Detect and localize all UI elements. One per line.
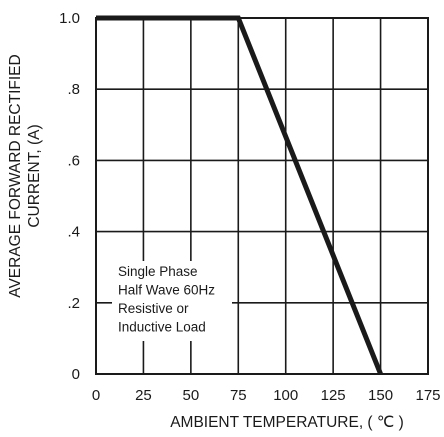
derating-curve: [96, 15, 383, 375]
x-tick-label: 125: [321, 387, 346, 404]
x-tick-label: 0: [92, 387, 100, 404]
y-tick-labels: 0 .2 .4 .6 .8 1.0: [59, 10, 80, 383]
x-axis-title: AMBIENT TEMPERATURE, ( ℃ ): [170, 414, 404, 431]
y-tick-label: .6: [67, 152, 80, 169]
annotation-box: [112, 261, 232, 341]
y-axis-title-line: AVERAGE FORWARD RECTIFIED: [7, 54, 24, 297]
y-tick-label: 1.0: [59, 10, 80, 27]
y-tick-label: .2: [67, 295, 80, 312]
y-axis-title-line: CURRENT, (A): [26, 124, 43, 227]
y-tick-label: .8: [67, 81, 80, 98]
x-tick-label: 25: [135, 387, 152, 404]
series-lines: [96, 15, 383, 375]
y-tick-label: 0: [72, 366, 80, 383]
x-tick-label: 150: [368, 387, 393, 404]
annotation-line: Single Phase: [118, 264, 198, 279]
x-tick-label: 100: [273, 387, 298, 404]
annotation-line: Inductive Load: [118, 320, 206, 335]
plot-frame: [95, 17, 429, 375]
annotation-line: Half Wave 60Hz: [118, 283, 215, 298]
x-tick-label: 175: [415, 387, 440, 404]
y-axis-title: AVERAGE FORWARD RECTIFIED CURRENT, (A): [7, 54, 43, 297]
x-tick-label: 50: [183, 387, 200, 404]
y-tick-label: .4: [67, 224, 80, 241]
x-tick-labels: 0 25 50 75 100 125 150 175: [92, 387, 441, 404]
annotation-text: Single Phase Half Wave 60Hz Resistive or In…: [118, 264, 215, 335]
x-tick-label: 75: [230, 387, 247, 404]
plot-border: [95, 17, 429, 375]
annotation-line: Resistive or: [118, 301, 189, 316]
